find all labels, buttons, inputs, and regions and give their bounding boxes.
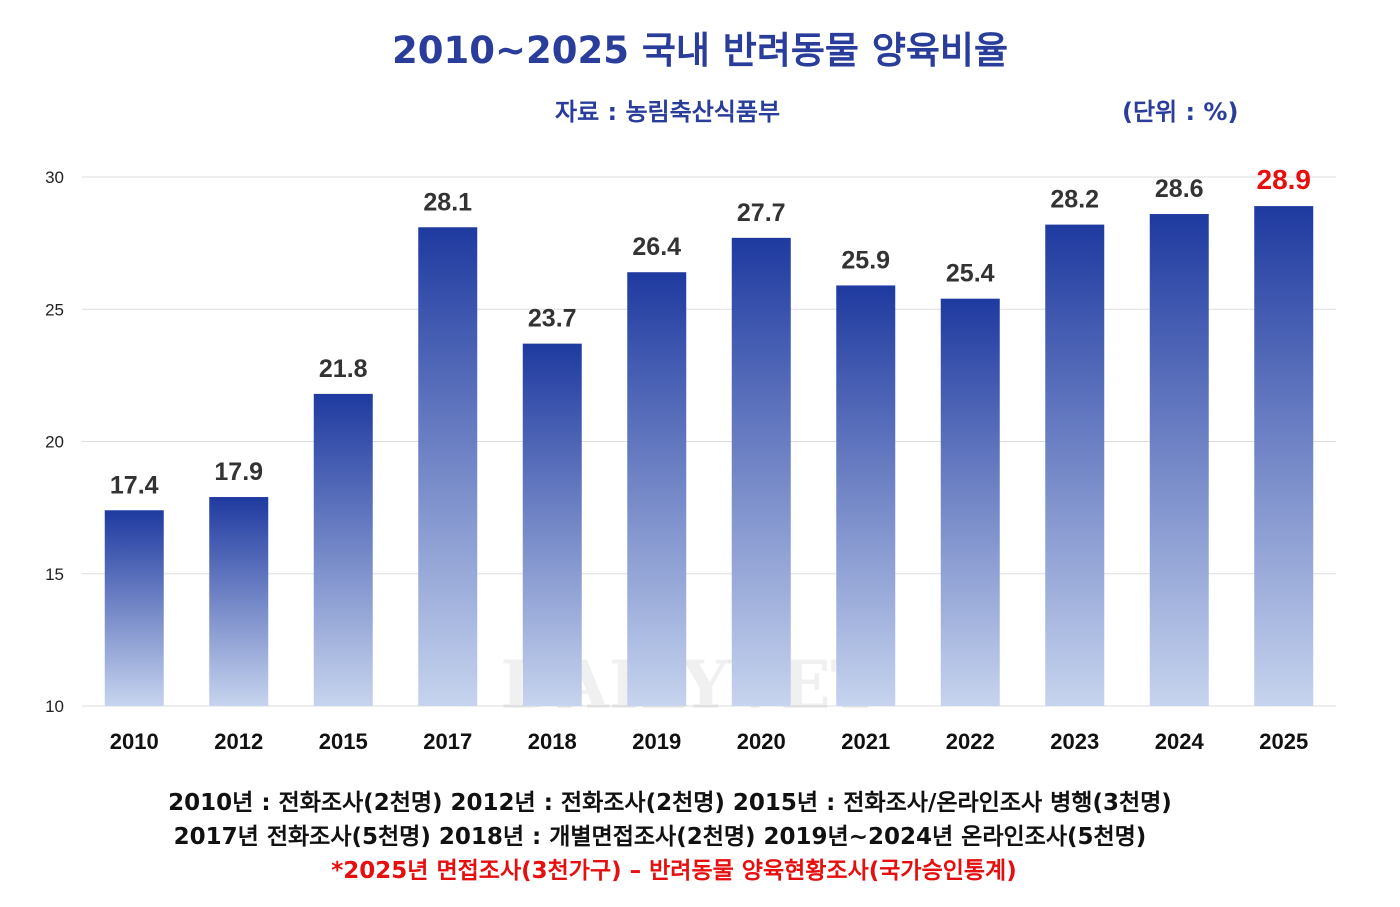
x-tick-label: 2019	[632, 729, 681, 754]
bar	[209, 497, 269, 706]
data-label: 23.7	[528, 305, 577, 333]
note-line-2: 2017년 전화조사(5천명) 2018년 : 개별면접조사(2천명) 2019…	[173, 824, 1147, 850]
bars: 17.4 17.9 21.8 28.1 23.7 26.4 27.7 25.9 25.4 28.2…	[104, 164, 1314, 707]
x-tick-label: 2012	[214, 729, 263, 754]
y-axis: 10 15 20 25 30	[45, 168, 64, 716]
data-label: 28.1	[423, 188, 472, 216]
x-tick-label: 2020	[737, 729, 786, 754]
chart-source: 자료 : 농림축산식품부	[555, 98, 781, 126]
bar	[731, 237, 791, 706]
x-tick-label: 2015	[319, 729, 368, 754]
x-axis: 2010 2012 2015 2017 2018 2019 2020 2021 2022 2023…	[110, 729, 1308, 754]
footnotes: 2010년 : 전화조사(2천명) 2012년 : 전화조사(2천명) 2015…	[0, 786, 1400, 888]
x-tick-label: 2023	[1050, 729, 1099, 754]
x-tick-label: 2017	[423, 729, 472, 754]
y-tick-label: 30	[45, 168, 64, 187]
bar	[836, 285, 896, 706]
data-label: 17.9	[214, 458, 263, 486]
bar	[940, 298, 1000, 706]
data-label: 25.4	[946, 260, 995, 288]
chart-title: 2010~2025 국내 반려동물 양육비율	[391, 29, 1008, 72]
x-tick-label: 2021	[841, 729, 890, 754]
y-tick-label: 15	[45, 565, 64, 584]
data-label: 21.8	[319, 355, 368, 383]
x-tick-label: 2025	[1259, 729, 1308, 754]
data-label: 28.2	[1050, 186, 1099, 214]
y-tick-label: 25	[45, 300, 64, 319]
data-label: 26.4	[632, 233, 681, 261]
x-tick-label: 2024	[1155, 729, 1205, 754]
bar	[1149, 214, 1209, 706]
grid-lines	[82, 176, 1336, 707]
x-tick-label: 2018	[528, 729, 577, 754]
bar	[627, 272, 687, 706]
x-tick-label: 2022	[946, 729, 995, 754]
x-tick-label: 2010	[110, 729, 159, 754]
note-line-3: *2025년 면접조사(3천가구) – 반려동물 양육현황조사(국가승인통계)	[331, 858, 1017, 884]
data-label: 28.9	[1257, 164, 1312, 195]
data-label: 17.4	[110, 471, 159, 499]
y-tick-label: 10	[45, 697, 64, 716]
bar	[313, 393, 373, 706]
bar	[1254, 206, 1314, 706]
data-label: 28.6	[1155, 175, 1204, 203]
note-line-1: 2010년 : 전화조사(2천명) 2012년 : 전화조사(2천명) 2015…	[168, 790, 1172, 816]
bar	[104, 510, 164, 706]
data-label: 27.7	[737, 199, 786, 227]
bar	[418, 227, 478, 706]
y-tick-label: 20	[45, 433, 64, 452]
unit-label: (단위 : %)	[1122, 98, 1239, 126]
bar	[522, 343, 582, 706]
data-label: 25.9	[841, 246, 890, 274]
bar	[1045, 224, 1105, 707]
